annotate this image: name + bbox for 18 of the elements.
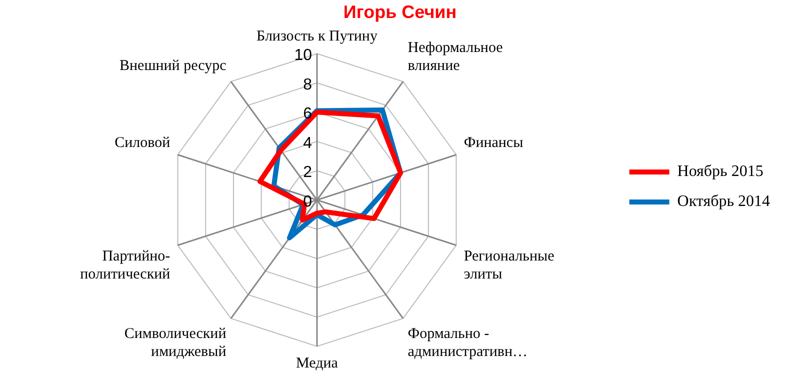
spoke-label: Финансы <box>464 135 524 152</box>
legend-label: Октябрь 2014 <box>677 193 770 210</box>
y-tick-label: 8 <box>303 76 312 94</box>
spoke-label: Формально - административн… <box>408 326 528 360</box>
legend-label: Ноябрь 2015 <box>677 163 764 180</box>
chart-title: Игорь Сечин <box>343 2 457 22</box>
spoke-label: Близость к Путину <box>256 28 378 45</box>
spoke-label: Внешний ресурс <box>120 58 227 74</box>
spoke-label: Региональные элиты <box>464 248 555 283</box>
y-tick-label: 10 <box>294 47 312 64</box>
spoke-label: Партийно- политический <box>80 248 170 283</box>
spoke-label: Неформальное влияние <box>408 40 504 74</box>
y-tick-label: 0 <box>303 193 312 210</box>
spoke-label: Медиа <box>296 355 338 372</box>
spoke-label: Силовой <box>114 135 170 152</box>
spoke-label: Символический имиджевый <box>124 326 226 360</box>
y-tick-label: 4 <box>303 134 312 152</box>
y-tick-label: 2 <box>303 164 312 182</box>
